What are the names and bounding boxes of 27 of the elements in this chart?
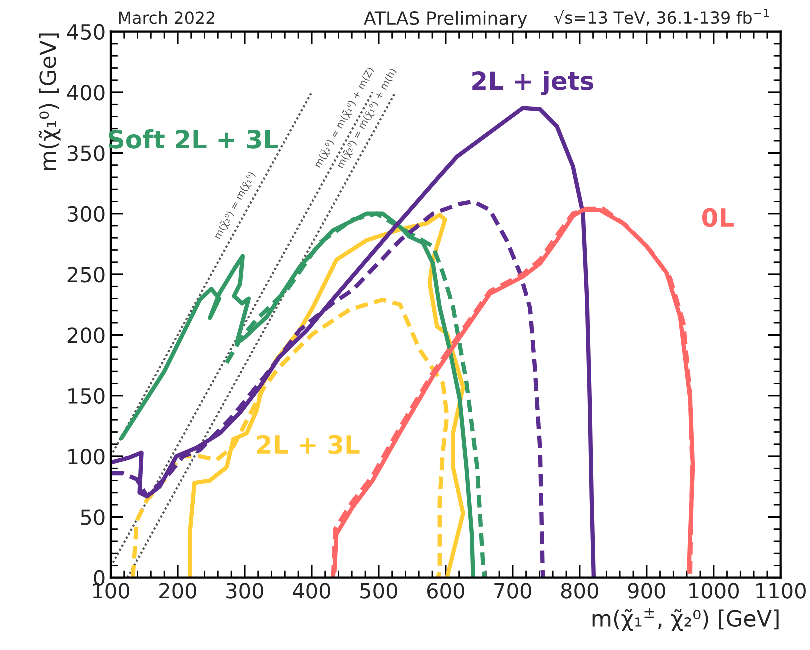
y-tick-label: 50 — [81, 510, 105, 526]
y-tick-label: 150 — [68, 388, 105, 404]
text: March 2022 — [119, 11, 215, 24]
x-tick-label: 1100 — [756, 583, 806, 599]
y-tick-label: 450 — [67, 24, 105, 40]
x-tick-label: 700 — [494, 583, 532, 599]
x-tick-label: 1000 — [690, 583, 739, 599]
y-tick-label: 300 — [68, 206, 105, 222]
text: √s=13 TeV, 36.1-139 fb$^{−1}$ — [554, 9, 770, 26]
chart-title: ATLAS Preliminary — [364, 11, 528, 29]
x-tick-label: 600 — [427, 583, 464, 599]
x-tick-label: 900 — [628, 583, 666, 599]
y-axis-title: m(χ̃₁⁰) [GeV] — [38, 34, 61, 170]
x-tick-label: 800 — [561, 583, 598, 599]
x-tick-label: 400 — [293, 583, 330, 599]
y-tick-label: 200 — [68, 328, 105, 344]
x-axis-title: m(χ̃₁$^{±}$, χ̃₂⁰) [GeV] — [592, 608, 779, 632]
x-tick-label: 200 — [160, 583, 196, 599]
y-tick-label: 350 — [68, 146, 105, 162]
series-label: 2L + 3L — [257, 435, 360, 454]
text: 0L — [702, 208, 734, 228]
x-tick-label: 500 — [360, 583, 398, 599]
series-label: 2L + jets — [472, 71, 594, 96]
y-tick-label: 400 — [67, 84, 105, 101]
y-tick-label: 100 — [68, 448, 105, 465]
y-tick-label: 250 — [68, 266, 105, 283]
x-tick-label: 300 — [226, 583, 264, 599]
